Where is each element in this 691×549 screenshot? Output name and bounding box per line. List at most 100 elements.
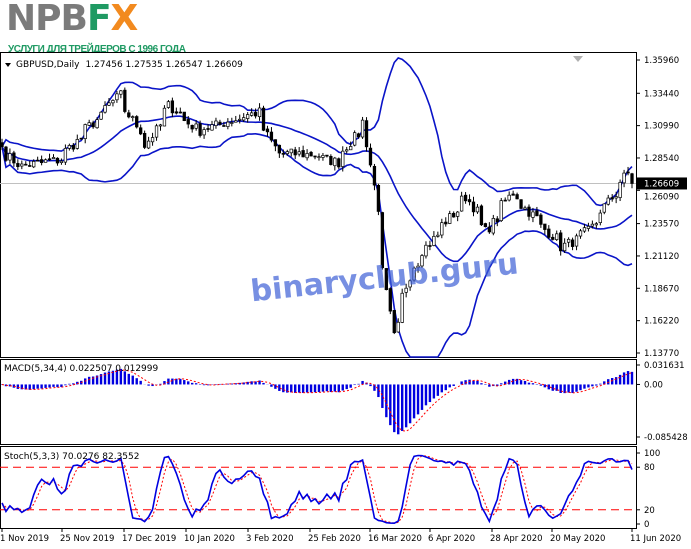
candle	[198, 123, 202, 136]
x-tick-label: 25 Nov 2019	[60, 534, 114, 544]
candle	[570, 239, 575, 247]
candle	[67, 145, 72, 149]
price-panel[interactable]	[0, 57, 636, 358]
candle	[578, 230, 583, 237]
macd-bar	[357, 383, 360, 385]
candle	[456, 211, 460, 217]
price-tick-label: 1.18670	[644, 284, 679, 294]
candle	[610, 197, 614, 200]
macd-bar	[333, 384, 337, 392]
macd-bar	[163, 381, 166, 385]
macd-bar	[64, 384, 67, 386]
macd-bar	[294, 384, 297, 393]
candle	[448, 213, 452, 224]
macd-bar	[321, 384, 325, 392]
macd-bar	[135, 378, 138, 385]
candle	[265, 128, 270, 133]
macd-bar	[595, 384, 598, 386]
candle	[123, 89, 127, 112]
macd-bar	[68, 383, 71, 385]
x-tick-label: 17 Dec 2019	[122, 534, 176, 544]
candle	[329, 156, 333, 165]
macd-bar	[16, 384, 20, 389]
candle	[630, 173, 634, 184]
macd-bar	[472, 380, 475, 385]
candle	[4, 146, 8, 161]
candle	[242, 117, 246, 121]
price-tick-label: 1.23570	[644, 220, 679, 230]
candle	[436, 234, 440, 237]
candle	[491, 218, 495, 234]
macd-bar	[563, 384, 566, 394]
macd-bar	[349, 384, 352, 388]
candle	[8, 153, 12, 161]
macd-tick-label: 0.00	[644, 380, 663, 390]
x-tick-label: 16 Mar 2020	[368, 534, 422, 544]
macd-bar	[436, 384, 440, 396]
candle	[253, 112, 258, 117]
macd-bar	[72, 383, 75, 385]
macd-bar	[115, 369, 119, 385]
candle	[12, 152, 16, 164]
macd-bar	[313, 384, 317, 393]
macd-bar	[404, 384, 408, 428]
macd-bar	[258, 380, 261, 385]
candle	[428, 245, 432, 247]
candle	[495, 218, 499, 223]
candle	[226, 121, 230, 127]
candle	[246, 114, 250, 119]
macd-bar	[591, 384, 594, 387]
macd-bar	[444, 384, 447, 391]
last-price-box	[637, 177, 687, 190]
macd-bar	[618, 374, 622, 385]
macd-bar	[369, 384, 372, 387]
candle	[325, 154, 329, 157]
chart-shift-marker-icon[interactable]	[573, 56, 583, 62]
macd-bar	[381, 384, 384, 408]
stoch-tick-label: 80	[644, 463, 655, 473]
stoch-panel[interactable]	[0, 454, 636, 525]
candle	[257, 107, 262, 118]
candle	[79, 137, 83, 140]
macd-bar	[87, 376, 91, 385]
candle	[606, 197, 610, 205]
macd-bar	[131, 375, 134, 385]
macd-bar	[28, 384, 31, 390]
macd-bar	[111, 370, 115, 385]
macd-bar	[40, 384, 43, 389]
candle	[39, 159, 44, 164]
candle	[154, 125, 159, 138]
candle	[452, 212, 456, 218]
candle	[170, 100, 175, 114]
macd-bar	[119, 368, 123, 385]
candle	[139, 127, 143, 135]
macd-bar	[373, 384, 376, 391]
candle	[590, 223, 595, 227]
candle	[471, 201, 476, 213]
candle	[479, 205, 484, 226]
candle	[392, 310, 396, 334]
candle	[59, 160, 64, 163]
candle	[574, 235, 579, 247]
macd-bar	[543, 384, 547, 388]
macd-bar	[337, 384, 340, 393]
dropdown-triangle-icon[interactable]	[5, 63, 11, 67]
macd-bar	[242, 382, 245, 385]
x-tick-label: 25 Feb 2020	[308, 534, 361, 544]
candle	[142, 132, 147, 148]
candle	[55, 157, 60, 164]
candle	[36, 159, 40, 162]
macd-bar	[56, 384, 59, 388]
macd-bar	[468, 379, 471, 385]
macd-bar	[103, 372, 107, 385]
candle	[83, 124, 87, 139]
macd-bar	[607, 379, 610, 385]
macd-bar	[341, 384, 344, 391]
macd-bar	[622, 372, 626, 385]
candle	[150, 137, 155, 143]
candle	[158, 124, 163, 127]
macd-bar	[278, 384, 281, 391]
macd-panel[interactable]	[0, 368, 634, 435]
macd-bar	[507, 379, 511, 385]
